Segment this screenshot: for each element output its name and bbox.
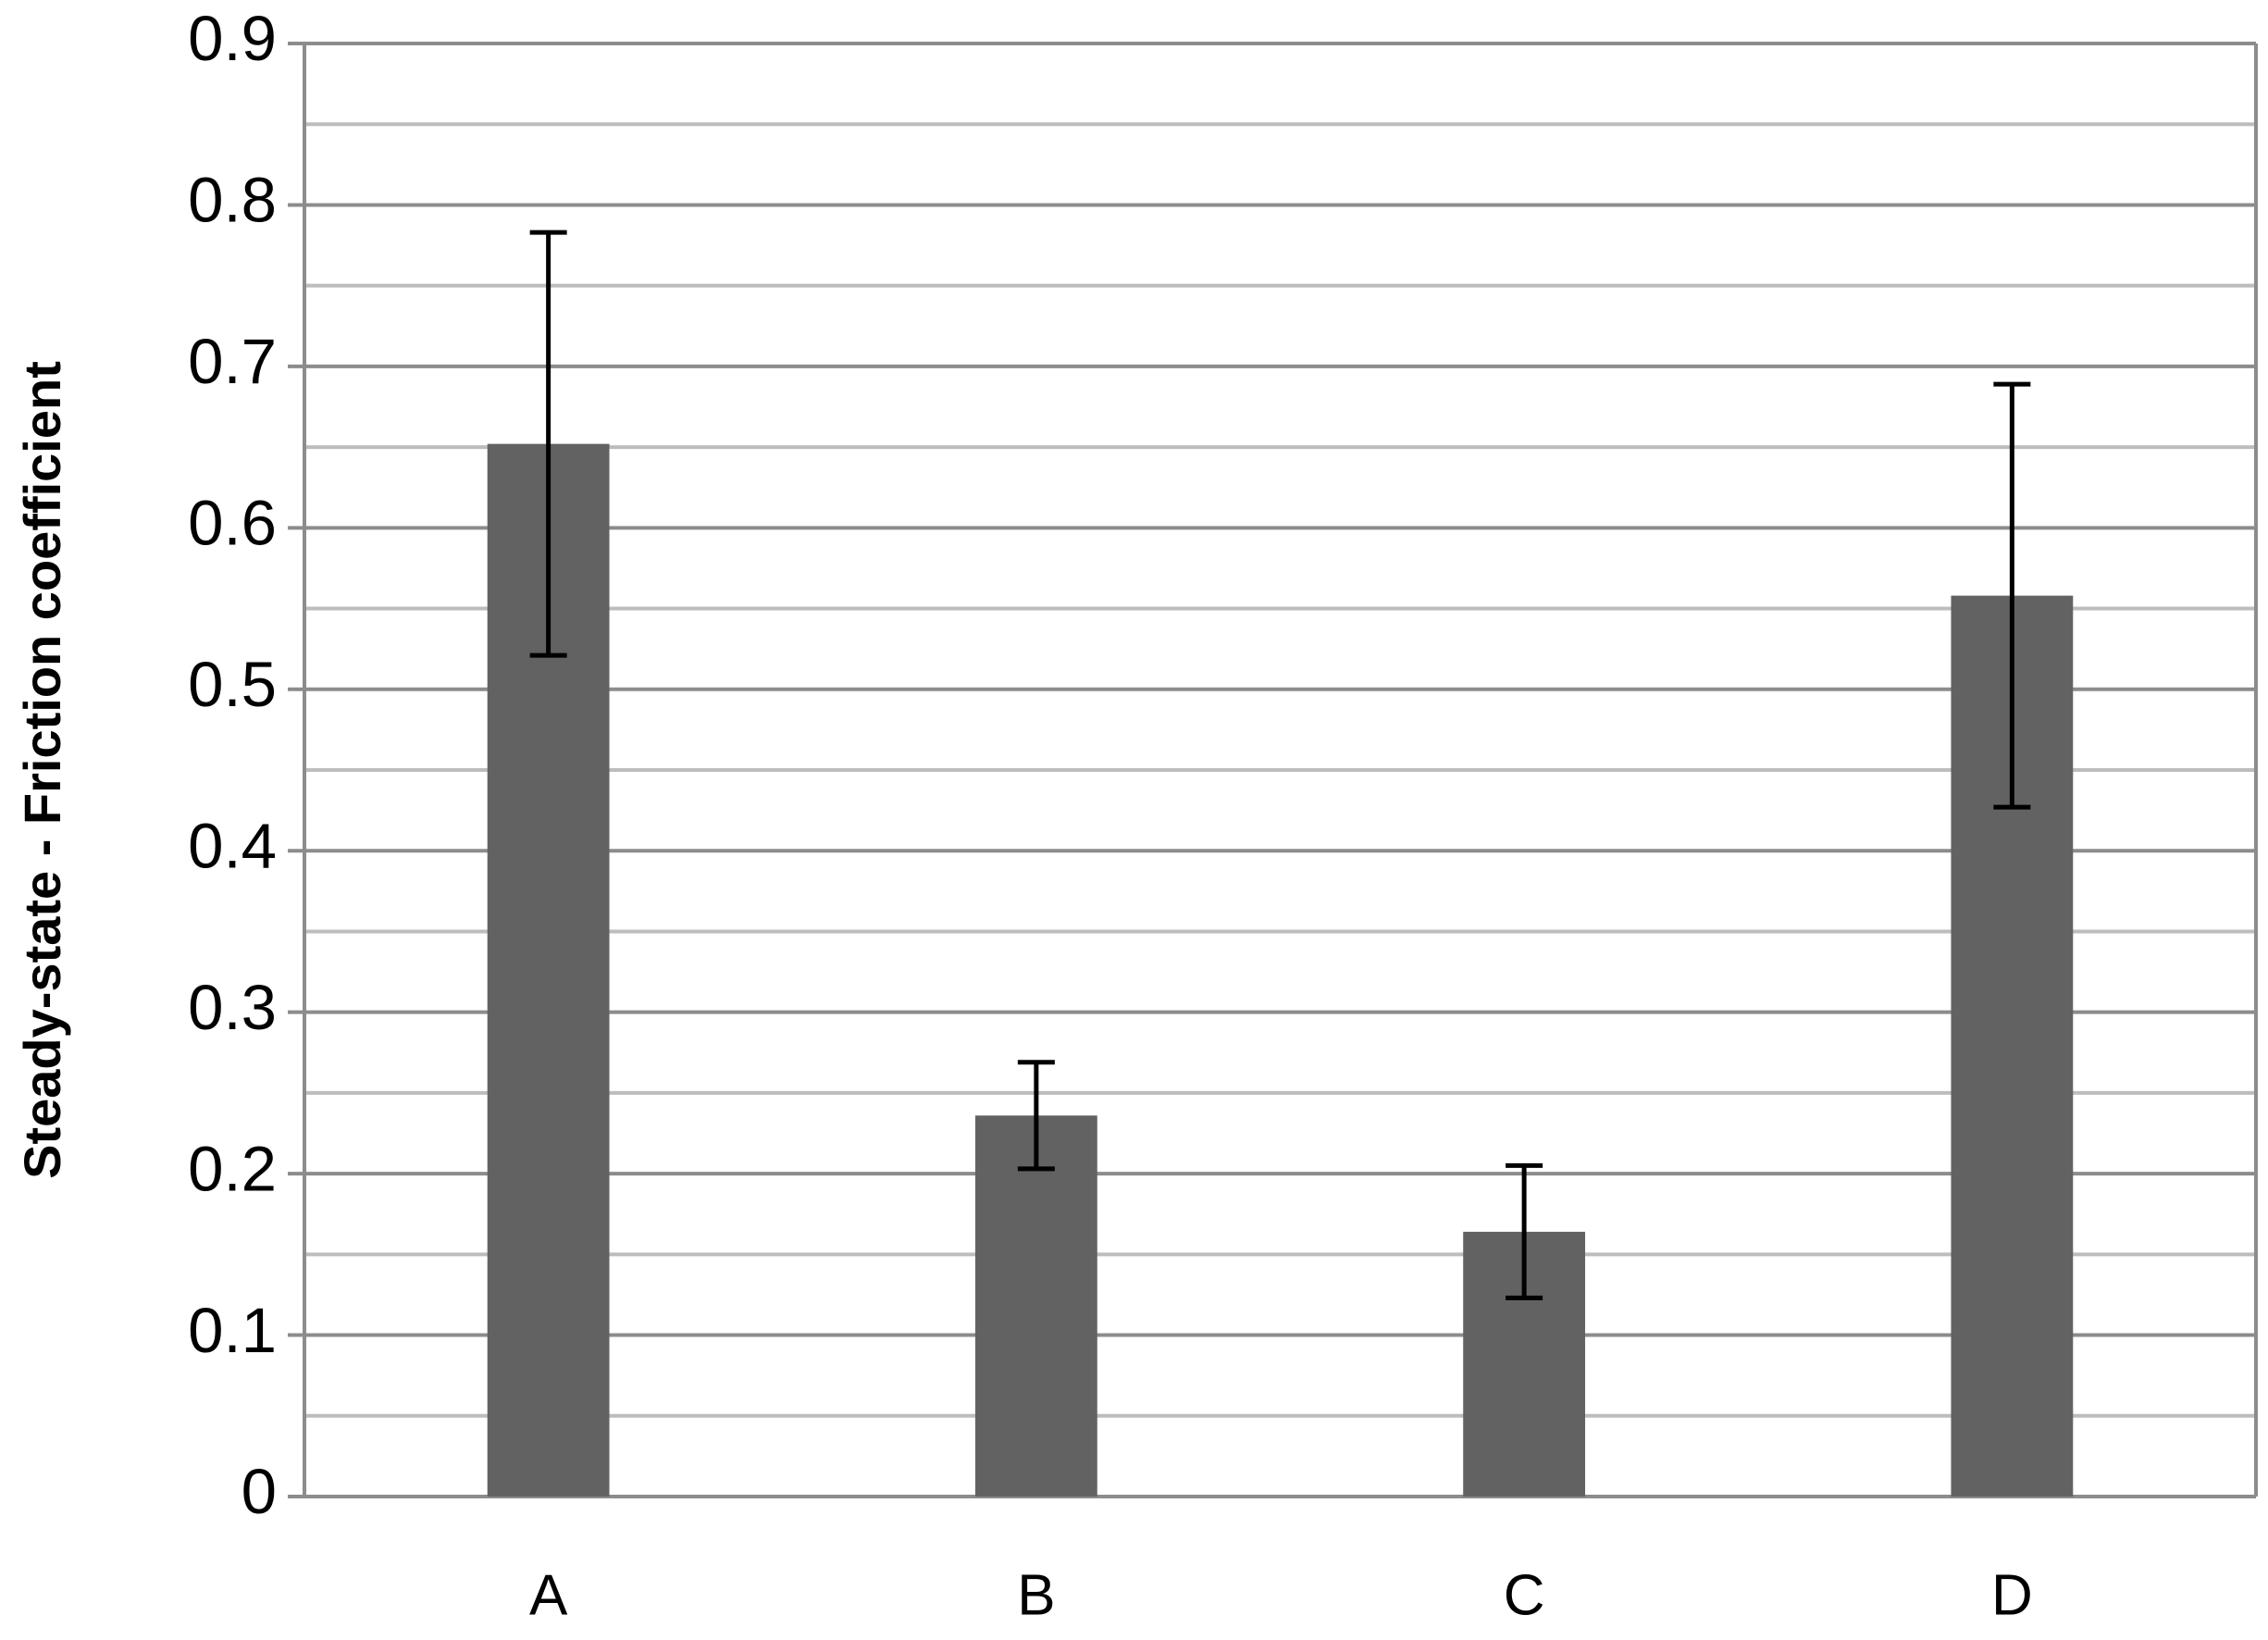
y-axis-label: Steady-state - Friction coefficient xyxy=(13,361,71,1179)
y-tick-label: 0 xyxy=(242,1456,277,1527)
y-tick-label: 0.7 xyxy=(188,326,277,397)
y-tick-label: 0.8 xyxy=(188,165,277,236)
error-bar xyxy=(1506,1162,1543,1300)
x-tick-label: C xyxy=(1504,1563,1545,1627)
y-tick-label: 0.3 xyxy=(188,972,277,1043)
y-tick-label: 0.2 xyxy=(188,1133,277,1204)
x-tick-label: B xyxy=(1017,1563,1055,1627)
y-tick-label: 0.4 xyxy=(188,810,277,881)
error-bar xyxy=(529,230,567,658)
error-bar xyxy=(1017,1060,1055,1172)
y-tick-label: 0.6 xyxy=(188,488,277,559)
y-tick-label: 0.5 xyxy=(188,649,277,720)
y-tick-label: 0.9 xyxy=(188,3,277,74)
error-bar xyxy=(1993,381,2031,810)
x-tick-label: A xyxy=(529,1563,568,1627)
bar xyxy=(974,1115,1097,1497)
x-tick-label: D xyxy=(1991,1563,2033,1627)
y-tick-label: 0.1 xyxy=(188,1295,277,1366)
